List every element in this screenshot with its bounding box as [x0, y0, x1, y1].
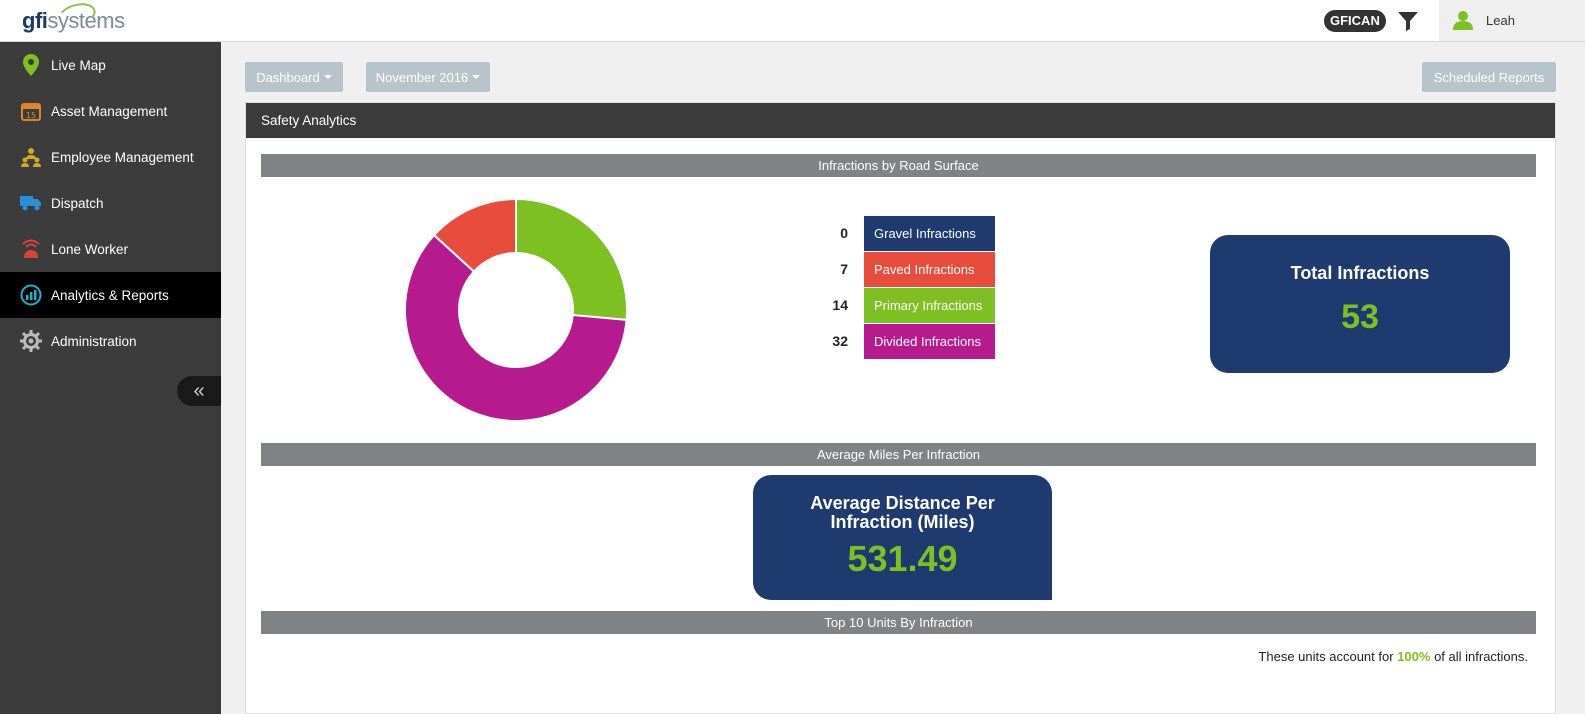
- donut-slice-paved-infractions[interactable]: [432, 197, 517, 273]
- user-name: Leah: [1486, 13, 1515, 28]
- sidebar-item-label: Dispatch: [51, 195, 104, 211]
- user-menu[interactable]: Leah: [1439, 0, 1585, 41]
- sidebar-item-lone-worker[interactable]: Lone Worker: [0, 226, 221, 272]
- gfi-systems-logo[interactable]: gfi systems: [22, 0, 125, 38]
- kpi-title-line2: Infraction (Miles): [830, 512, 975, 532]
- sidebar-item-label: Lone Worker: [51, 241, 129, 257]
- period-dropdown[interactable]: November 2016: [366, 62, 490, 92]
- footnote-prefix: These units account for: [1258, 649, 1394, 664]
- user-icon: [1453, 11, 1473, 30]
- sidebar-collapse-button[interactable]: «: [177, 376, 221, 406]
- sidebar-item-asset-management[interactable]: 15 Asset Management: [0, 88, 221, 134]
- road-surface-donut-chart: [404, 197, 628, 422]
- dashboard-dropdown-label: Dashboard: [256, 69, 320, 85]
- legend-row-paved: 7 Paved Infractions: [816, 252, 996, 287]
- caret-down-icon: [472, 75, 481, 79]
- kpi-value: 531.49: [847, 538, 958, 579]
- units-footnote: These units account for 100% of all infr…: [1258, 649, 1528, 664]
- kpi-title-line1: Average Distance Per: [810, 493, 995, 513]
- sidebar-item-live-map[interactable]: Live Map: [0, 42, 221, 88]
- sidebar-item-label: Asset Management: [51, 103, 168, 119]
- calendar-icon: 15: [20, 100, 42, 122]
- footnote-percent: 100%: [1397, 649, 1431, 664]
- filter-icon[interactable]: [1397, 10, 1419, 32]
- kpi-title: Total Infractions: [1290, 263, 1430, 283]
- sidebar-item-label: Employee Management: [51, 149, 194, 165]
- caret-down-icon: [323, 75, 332, 79]
- sidebar-item-analytics-reports[interactable]: Analytics & Reports: [0, 272, 221, 318]
- map-pin-icon: [20, 54, 42, 76]
- legend-count: 7: [840, 261, 848, 277]
- safety-analytics-panel: Safety Analytics Infractions by Road Sur…: [245, 102, 1556, 714]
- gear-icon: [20, 330, 42, 352]
- people-icon: [20, 146, 42, 168]
- svg-text:15: 15: [26, 111, 36, 120]
- sidebar-item-dispatch[interactable]: Dispatch: [0, 180, 221, 226]
- sidebar-item-employee-management[interactable]: Employee Management: [0, 134, 221, 180]
- scheduled-reports-button[interactable]: Scheduled Reports: [1422, 62, 1556, 92]
- legend-row-primary: 14 Primary Infractions: [816, 288, 996, 323]
- panel-title: Safety Analytics: [246, 103, 1555, 138]
- legend-count: 14: [832, 297, 848, 313]
- kpi-value: 53: [1341, 298, 1379, 336]
- sidebar-item-administration[interactable]: Administration: [0, 318, 221, 364]
- truck-icon: [20, 192, 42, 214]
- legend-row-divided: 32 Divided Infractions: [816, 324, 996, 359]
- legend-count: 0: [840, 225, 848, 241]
- logo-bold-text: gfi: [22, 8, 48, 33]
- sidebar: Live Map 15 Asset Management Employee Ma…: [0, 42, 221, 714]
- legend-label: Divided Infractions: [864, 324, 995, 359]
- donut-slice-divided-infractions[interactable]: [404, 233, 628, 422]
- legend-row-gravel: 0 Gravel Infractions: [816, 216, 996, 251]
- analytics-icon: [20, 284, 42, 306]
- scheduled-reports-label: Scheduled Reports: [1433, 69, 1545, 85]
- section-title-top-units: Top 10 Units By Infraction: [261, 611, 1536, 634]
- legend-label: Primary Infractions: [864, 288, 995, 323]
- legend-label: Paved Infractions: [864, 252, 995, 287]
- beacon-icon: [20, 238, 42, 260]
- tenant-badge[interactable]: GFICAN: [1324, 10, 1386, 32]
- section-title-average-miles: Average Miles Per Infraction: [261, 443, 1536, 466]
- sidebar-item-label: Analytics & Reports: [51, 287, 169, 303]
- total-infractions-card: Total Infractions 53: [1210, 235, 1510, 373]
- legend-label: Gravel Infractions: [864, 216, 995, 251]
- period-dropdown-label: November 2016: [375, 69, 469, 85]
- legend-count: 32: [832, 333, 848, 349]
- average-distance-card: Average Distance Per Infraction (Miles) …: [753, 475, 1052, 600]
- footnote-suffix: of all infractions.: [1434, 649, 1528, 664]
- sidebar-item-label: Administration: [51, 333, 137, 349]
- top-bar: gfi systems GFICAN Leah: [0, 0, 1585, 42]
- dashboard-dropdown[interactable]: Dashboard: [245, 62, 343, 92]
- sidebar-item-label: Live Map: [51, 57, 106, 73]
- donut-slice-primary-infractions[interactable]: [515, 197, 628, 321]
- double-chevron-left-icon: «: [193, 379, 205, 402]
- logo-light-text: systems: [47, 8, 125, 33]
- section-title-road-surface: Infractions by Road Surface: [261, 154, 1536, 177]
